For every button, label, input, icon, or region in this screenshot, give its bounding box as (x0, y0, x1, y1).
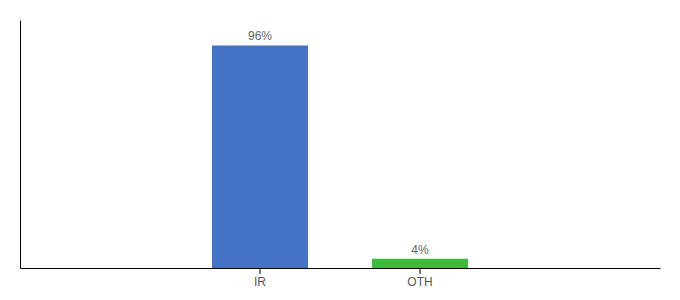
data-label: 96% (248, 29, 272, 43)
x-tick-mark (420, 268, 421, 274)
x-axis-line (21, 268, 661, 269)
y-axis (20, 21, 21, 269)
bar (372, 259, 468, 268)
x-tick-mark (260, 268, 261, 274)
chart: IR OTH 96% 4% (0, 0, 680, 300)
x-tick: OTH (407, 268, 432, 289)
bar (212, 45, 308, 268)
x-axis: IR OTH (21, 268, 661, 289)
data-label: 4% (411, 243, 429, 257)
bars (212, 45, 468, 268)
y-axis-line (20, 21, 21, 269)
x-tick-label: OTH (407, 275, 432, 289)
x-tick-label: IR (254, 275, 266, 289)
data-labels: 96% 4% (248, 29, 429, 256)
x-tick: IR (254, 268, 266, 289)
plot: IR OTH 96% 4% (21, 21, 661, 289)
